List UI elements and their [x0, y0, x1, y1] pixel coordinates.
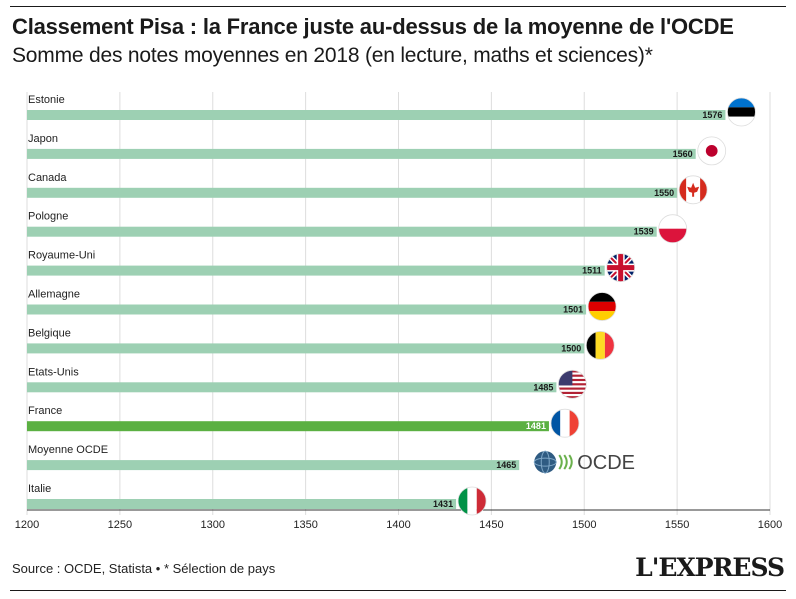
value-label: 1485: [533, 382, 553, 392]
bar: [27, 499, 457, 509]
x-tick-label: 1300: [201, 519, 225, 531]
value-label: 1481: [526, 421, 546, 431]
belgium-flag: [585, 330, 615, 360]
estonia-flag: [727, 97, 756, 127]
bar: [27, 110, 726, 120]
bar: [27, 304, 587, 315]
globe-icon: [534, 451, 557, 474]
value-label: 1500: [561, 343, 581, 353]
category-label: Moyenne OCDE: [28, 444, 108, 456]
category-label: France: [28, 405, 62, 417]
category-label: Estonie: [28, 94, 65, 106]
bar: [27, 460, 520, 471]
bar-chart: 1200 1250 1300 1350 1400 1450 1500 1550 1600 Esto…: [15, 92, 782, 531]
oecd-logo-text: OCDE: [577, 452, 635, 474]
x-tick-label: 1250: [108, 519, 132, 531]
x-tick-label: 1350: [293, 519, 317, 531]
x-tick-label: 1400: [386, 519, 410, 531]
value-label: 1431: [433, 499, 453, 509]
category-label: Canada: [28, 172, 67, 184]
value-label: 1550: [654, 188, 674, 198]
category-label: Italie: [28, 483, 51, 495]
bar: [27, 421, 549, 432]
canada-flag: [678, 175, 708, 205]
x-tick-label: 1200: [15, 519, 39, 531]
x-tick-label: 1600: [758, 519, 782, 531]
bottom-rule: [10, 590, 786, 591]
value-label: 1576: [702, 110, 722, 120]
chart-subtitle: Somme des notes moyennes en 2018 (en lec…: [12, 44, 653, 67]
x-tick-label: 1550: [665, 519, 689, 531]
bar: [27, 265, 605, 276]
bar: [27, 148, 696, 159]
oecd-logo: OCDE: [533, 450, 635, 474]
value-label: 1560: [673, 149, 693, 159]
category-label: Japon: [28, 133, 58, 145]
category-label: Royaume-Uni: [28, 250, 95, 262]
category-label: Belgique: [28, 327, 71, 339]
bar: [27, 343, 585, 354]
bar: [27, 187, 678, 198]
usa-flag: [557, 369, 587, 399]
brand-logo: L'EXPRESS: [635, 553, 785, 582]
category-label: Allemagne: [28, 289, 80, 301]
germany-flag: [587, 292, 617, 321]
bar: [27, 382, 557, 393]
value-label: 1501: [563, 305, 583, 315]
category-label: Etats-Unis: [28, 366, 79, 378]
chart-title: Classement Pisa : la France juste au-des…: [12, 14, 734, 39]
poland-flag: [658, 214, 688, 244]
japan-flag: [697, 136, 727, 166]
value-label: 1539: [634, 227, 654, 237]
x-tick-label: 1500: [572, 519, 596, 531]
bar: [27, 226, 657, 237]
value-label: 1465: [496, 460, 516, 470]
italy-flag: [457, 486, 487, 516]
france-flag: [550, 408, 580, 438]
x-tick-label: 1450: [479, 519, 503, 531]
category-label: Pologne: [28, 211, 68, 223]
value-label: 1511: [582, 266, 602, 276]
source-note: Source : OCDE, Statista • * Sélection de…: [12, 561, 276, 576]
uk-flag: [606, 253, 636, 283]
top-rule: [10, 6, 786, 7]
